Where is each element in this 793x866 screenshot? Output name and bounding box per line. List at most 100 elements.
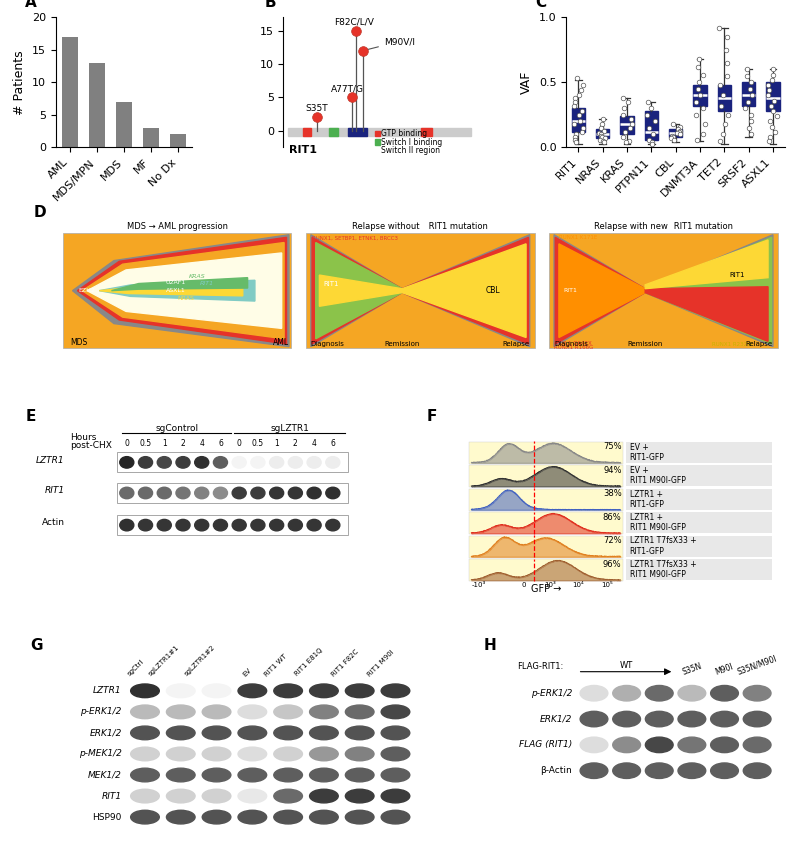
Ellipse shape <box>309 726 339 740</box>
Point <box>596 134 609 148</box>
Point <box>696 101 709 115</box>
Point <box>569 130 581 144</box>
Ellipse shape <box>238 705 266 719</box>
Text: D: D <box>33 204 46 219</box>
Ellipse shape <box>195 520 209 531</box>
Text: LZTR1 T7fsX33 +
RIT1 M90I-GFP: LZTR1 T7fsX33 + RIT1 M90I-GFP <box>630 560 696 579</box>
Text: RIT1 WT: RIT1 WT <box>263 653 288 677</box>
Ellipse shape <box>213 488 228 499</box>
Point <box>641 108 653 122</box>
Ellipse shape <box>157 456 171 469</box>
Point <box>569 132 581 146</box>
Ellipse shape <box>711 686 738 701</box>
Point <box>716 127 729 141</box>
Point <box>762 78 775 92</box>
Text: p-MEK1/2: p-MEK1/2 <box>79 749 121 759</box>
Ellipse shape <box>270 488 284 499</box>
Text: 0: 0 <box>521 582 526 588</box>
Bar <box>469 535 623 558</box>
Bar <box>376 148 380 153</box>
Y-axis label: VAF: VAF <box>520 71 534 94</box>
Text: 75%: 75% <box>603 443 622 451</box>
Ellipse shape <box>381 705 410 719</box>
Ellipse shape <box>346 726 374 740</box>
Text: sgLZTR1#1: sgLZTR1#1 <box>147 644 181 677</box>
Text: Switch II region: Switch II region <box>381 146 440 155</box>
Text: 0: 0 <box>125 439 129 448</box>
Text: EV +
RIT1 M90I-GFP: EV + RIT1 M90I-GFP <box>630 466 685 486</box>
Point <box>762 134 775 148</box>
Ellipse shape <box>381 747 410 761</box>
Point <box>575 125 588 139</box>
Ellipse shape <box>157 520 171 531</box>
Text: RIT1 E81Q: RIT1 E81Q <box>294 648 324 677</box>
Point <box>568 99 580 113</box>
Ellipse shape <box>120 520 134 531</box>
Ellipse shape <box>309 789 339 803</box>
Text: RIT1 F82C: RIT1 F82C <box>331 648 360 677</box>
Ellipse shape <box>274 811 302 824</box>
Point <box>618 101 630 115</box>
Polygon shape <box>402 237 528 344</box>
Ellipse shape <box>232 488 246 499</box>
Point <box>674 120 687 133</box>
Ellipse shape <box>711 711 738 727</box>
Ellipse shape <box>274 747 302 761</box>
Point <box>646 135 658 149</box>
Point <box>720 43 733 57</box>
Point <box>694 88 707 102</box>
Point <box>623 121 636 135</box>
Point <box>745 114 757 128</box>
Point <box>738 101 751 115</box>
Ellipse shape <box>346 811 374 824</box>
Bar <box>626 559 772 580</box>
Point <box>741 62 753 76</box>
Bar <box>376 131 380 136</box>
Point <box>570 135 583 149</box>
Bar <box>626 442 772 463</box>
Ellipse shape <box>176 520 190 531</box>
Polygon shape <box>312 237 402 344</box>
Ellipse shape <box>131 684 159 698</box>
PathPatch shape <box>620 116 634 134</box>
Point <box>769 125 782 139</box>
Ellipse shape <box>238 726 266 740</box>
Point <box>625 112 638 126</box>
Ellipse shape <box>743 686 771 701</box>
Bar <box>63 234 291 348</box>
Ellipse shape <box>202 684 231 698</box>
Text: 0.5: 0.5 <box>252 439 264 448</box>
Ellipse shape <box>326 488 340 499</box>
Ellipse shape <box>120 456 134 469</box>
Ellipse shape <box>381 684 410 698</box>
Ellipse shape <box>346 747 374 761</box>
Text: ERK1/2: ERK1/2 <box>540 714 572 724</box>
Ellipse shape <box>120 488 134 499</box>
Point <box>691 132 703 146</box>
Ellipse shape <box>202 726 231 740</box>
Ellipse shape <box>167 768 195 782</box>
Ellipse shape <box>167 789 195 803</box>
Text: MEK1/2: MEK1/2 <box>88 771 121 779</box>
Point <box>763 83 776 97</box>
Text: S35T: S35T <box>305 105 328 113</box>
Point <box>577 121 589 135</box>
Ellipse shape <box>195 488 209 499</box>
Ellipse shape <box>326 520 340 531</box>
Ellipse shape <box>195 456 209 469</box>
Text: 1: 1 <box>274 439 279 448</box>
Text: 94%: 94% <box>603 466 622 475</box>
Ellipse shape <box>270 520 284 531</box>
Text: F82C/L/V: F82C/L/V <box>334 17 374 27</box>
Ellipse shape <box>346 705 374 719</box>
Bar <box>376 139 380 145</box>
Ellipse shape <box>176 488 190 499</box>
Text: Relapse: Relapse <box>503 341 530 347</box>
Text: 2: 2 <box>181 439 186 448</box>
Point <box>764 130 776 144</box>
Ellipse shape <box>167 747 195 761</box>
Ellipse shape <box>131 811 159 824</box>
Point <box>719 117 732 131</box>
Text: post-CHX: post-CHX <box>71 441 113 450</box>
PathPatch shape <box>718 85 731 111</box>
